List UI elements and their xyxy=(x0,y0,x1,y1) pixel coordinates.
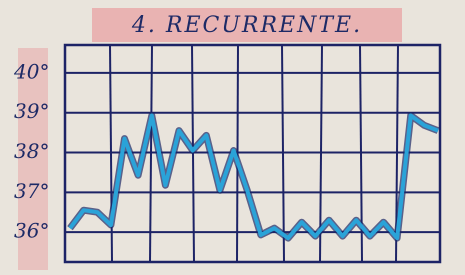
y-tick-label: 37° xyxy=(14,179,49,203)
y-tick-label: 38° xyxy=(14,139,49,163)
chart-title: 4. RECURRENTE. xyxy=(131,13,362,38)
y-tick-label: 40° xyxy=(13,59,49,83)
y-tick-label: 39° xyxy=(14,99,49,123)
y-tick-label: 36° xyxy=(14,219,49,243)
chart: 4. RECURRENTE. 36° 37° 38° 39° 40° xyxy=(0,0,465,275)
